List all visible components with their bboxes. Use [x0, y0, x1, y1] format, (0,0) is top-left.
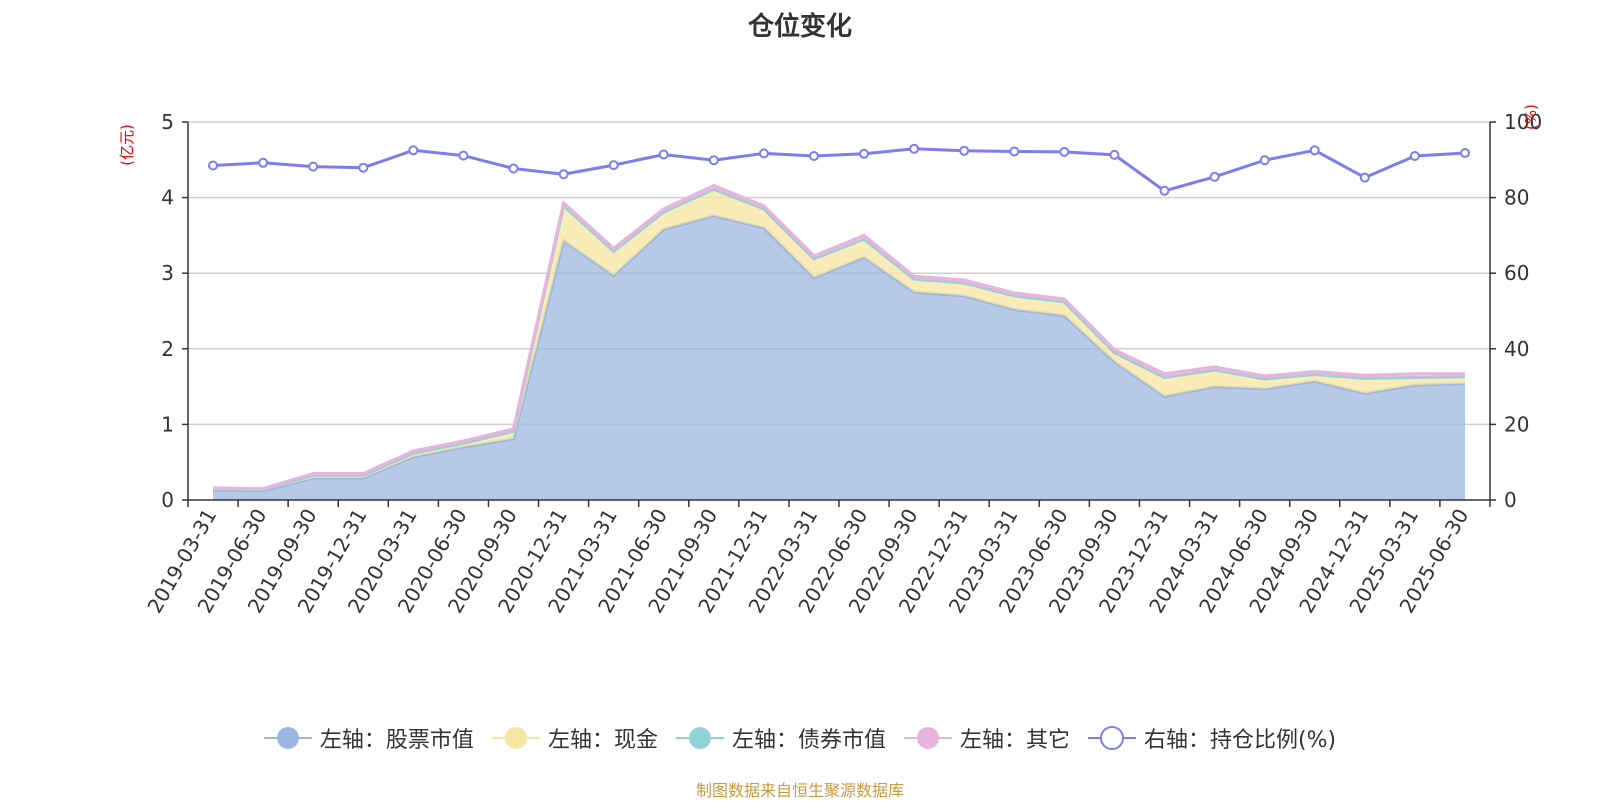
ratio-point [658, 149, 669, 160]
legend-label: 左轴：现金 [547, 728, 658, 753]
ratio-point [859, 148, 869, 159]
left-axis-tick-label: 1 [161, 412, 174, 436]
legend-marker [1087, 726, 1136, 750]
ratio-point [1409, 151, 1420, 161]
chart-legend: 左轴：股票市值 左轴：现金 左轴：债券市值 左轴：其它 右轴：持仓比例(%) [0, 722, 1600, 754]
position-change-chart: 0123450204060801002019-03-312019-06-3020… [118, 104, 1542, 617]
ratio-point [1309, 145, 1320, 156]
ratio-point [708, 155, 719, 166]
ratio-point [1359, 172, 1370, 183]
ratio-point [809, 151, 819, 161]
ratio-point [458, 150, 469, 161]
ratio-point [1009, 146, 1020, 157]
source-note: 制图数据来自恒生聚源数据库 [695, 781, 904, 800]
ratio-point [1460, 148, 1470, 158]
legend-label: 左轴：债券市值 [731, 728, 886, 753]
left-axis-tick-label: 4 [161, 186, 174, 210]
legend-label: 右轴：持仓比例(%) [1143, 728, 1337, 753]
right-axis-tick-label: 100 [1504, 110, 1542, 134]
ratio-point [909, 143, 920, 154]
ratio-point [1059, 146, 1070, 157]
left-axis-tick-label: 3 [161, 261, 174, 285]
legend-item[interactable]: 右轴：持仓比例(%) [1087, 722, 1337, 754]
legend-label: 左轴：股票市值 [319, 728, 474, 753]
ratio-point [758, 148, 769, 159]
position-ratio-line [208, 143, 1470, 196]
left-axis-tick-label: 0 [161, 488, 174, 512]
ratio-point [308, 161, 319, 172]
legend-label: 左轴：其它 [959, 728, 1070, 753]
legend-marker [491, 727, 540, 749]
left-axis-tick-label: 5 [161, 110, 174, 134]
right-axis-tick-label: 80 [1504, 186, 1529, 210]
right-axis-tick-label: 40 [1504, 337, 1529, 361]
right-axis-tick-label: 20 [1504, 412, 1529, 436]
legend-marker [903, 727, 952, 749]
ratio-point [358, 162, 369, 173]
ratio-line-path [212, 147, 1466, 193]
legend-item[interactable]: 左轴：债券市值 [675, 722, 886, 754]
ratio-point [1159, 185, 1170, 196]
legend-marker [675, 727, 724, 749]
ratio-point [1209, 171, 1220, 182]
ratio-point [1109, 149, 1120, 160]
legend-item[interactable]: 左轴：其它 [903, 722, 1070, 754]
right-axis-unit: (%) [1522, 104, 1540, 130]
ratio-point [208, 160, 218, 171]
right-axis-tick-label: 0 [1504, 488, 1517, 512]
ratio-point [608, 160, 619, 171]
ratio-point [1259, 155, 1270, 166]
ratio-point [508, 163, 519, 174]
stacked-areas [212, 183, 1466, 500]
legend-marker [263, 727, 312, 749]
ratio-point [258, 157, 269, 168]
left-axis-unit: (亿元) [118, 124, 136, 166]
right-axis-tick-label: 60 [1504, 261, 1529, 285]
left-axis-tick-label: 2 [161, 337, 174, 361]
chart-title: 仓位变化 [747, 12, 852, 42]
area-top-line [212, 183, 1465, 491]
area-左轴：股票市值 [213, 215, 1465, 500]
ratio-point [558, 169, 569, 180]
legend-item[interactable]: 左轴：现金 [491, 722, 658, 754]
legend-item[interactable]: 左轴：股票市值 [263, 722, 474, 754]
ratio-point [408, 145, 419, 156]
ratio-point [959, 145, 970, 156]
